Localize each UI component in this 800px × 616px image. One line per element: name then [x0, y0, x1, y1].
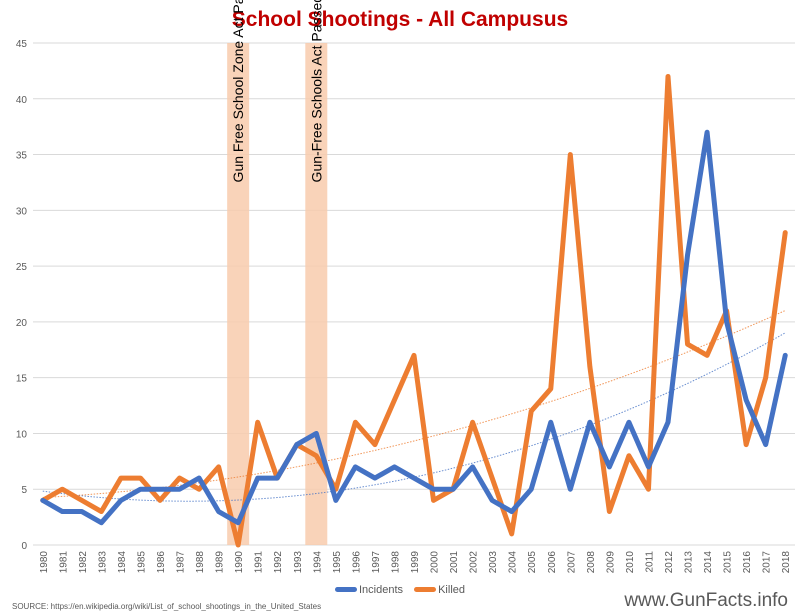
x-tick-label: 1990: [234, 551, 245, 574]
x-tick-label: 1982: [78, 551, 89, 574]
x-tick-label: 2012: [664, 551, 675, 574]
annotation-label: Gun-Free Schools Act Passed: [308, 0, 324, 182]
watermark: www.GunFacts.info: [624, 590, 788, 611]
legend-swatch-killed: [414, 587, 437, 592]
x-tick-label: 1997: [371, 551, 382, 574]
x-tick-label: 2009: [605, 551, 616, 574]
x-tick-label: 2005: [527, 551, 538, 574]
x-tick-label: 2001: [449, 551, 460, 574]
annotation-label: Gun Free School Zone Act Passed: [230, 0, 246, 182]
x-tick-label: 1998: [390, 551, 401, 574]
x-tick-label: 1991: [254, 551, 265, 574]
x-tick-label: 2011: [644, 551, 655, 573]
x-tick-label: 1989: [215, 551, 226, 574]
x-tick-label: 2000: [430, 551, 441, 574]
x-tick-label: 2007: [566, 551, 577, 574]
y-tick-label: 30: [16, 206, 28, 217]
x-tick-label: 2002: [469, 551, 480, 574]
x-tick-label: 1983: [97, 551, 108, 574]
y-tick-label: 40: [16, 95, 28, 106]
y-tick-label: 0: [21, 541, 27, 552]
legend-item-incidents: Incidents: [335, 584, 403, 596]
annotation-band: [227, 43, 250, 545]
x-tick-label: 2017: [762, 551, 773, 574]
source-note: SOURCE: https://en.wikipedia.org/wiki/Li…: [12, 602, 322, 611]
x-tick-label: 2018: [781, 551, 792, 574]
x-tick-label: 2010: [625, 551, 636, 574]
x-tick-label: 1993: [293, 551, 304, 574]
y-tick-label: 35: [16, 151, 28, 162]
legend-label-incidents: Incidents: [359, 583, 404, 596]
x-tick-label: 2003: [488, 551, 499, 574]
chart-title: School Shootings - All Campusus: [231, 8, 569, 31]
x-tick-label: 1995: [332, 551, 343, 574]
series-line-killed: [40, 73, 788, 548]
y-tick-label: 25: [16, 262, 28, 273]
y-tick-label: 5: [21, 485, 27, 496]
x-tick-label: 2016: [742, 551, 753, 574]
x-tick-label: 1984: [117, 551, 128, 574]
x-tick-label: 1992: [273, 551, 284, 574]
x-tick-label: 1987: [176, 551, 187, 574]
legend-swatch-incidents: [335, 587, 357, 592]
x-tick-label: 1981: [58, 551, 69, 574]
y-tick-label: 15: [16, 374, 28, 385]
y-tick-label: 10: [16, 429, 28, 440]
legend: Incidents Killed: [0, 583, 800, 596]
legend-item-killed: Killed: [414, 584, 465, 596]
x-tick-label: 2014: [703, 551, 714, 574]
x-tick-label: 1988: [195, 551, 206, 574]
x-tick-label: 1996: [351, 551, 362, 574]
x-tick-label: 2013: [684, 551, 695, 574]
legend-label-killed: Killed: [438, 583, 465, 596]
x-tick-label: 1986: [156, 551, 167, 574]
x-tick-label: 1980: [39, 551, 50, 574]
x-tick-label: 1994: [312, 551, 323, 574]
annotation-band: [305, 43, 328, 545]
x-tick-label: 2015: [723, 551, 734, 574]
y-tick-label: 45: [16, 39, 28, 50]
y-tick-label: 20: [16, 318, 28, 329]
trendline-killed: [42, 310, 786, 499]
x-tick-label: 2006: [547, 551, 558, 574]
x-tick-label: 2004: [508, 551, 519, 574]
x-tick-label: 1985: [136, 551, 147, 574]
x-tick-label: 2008: [586, 551, 597, 574]
x-tick-label: 1999: [410, 551, 421, 574]
